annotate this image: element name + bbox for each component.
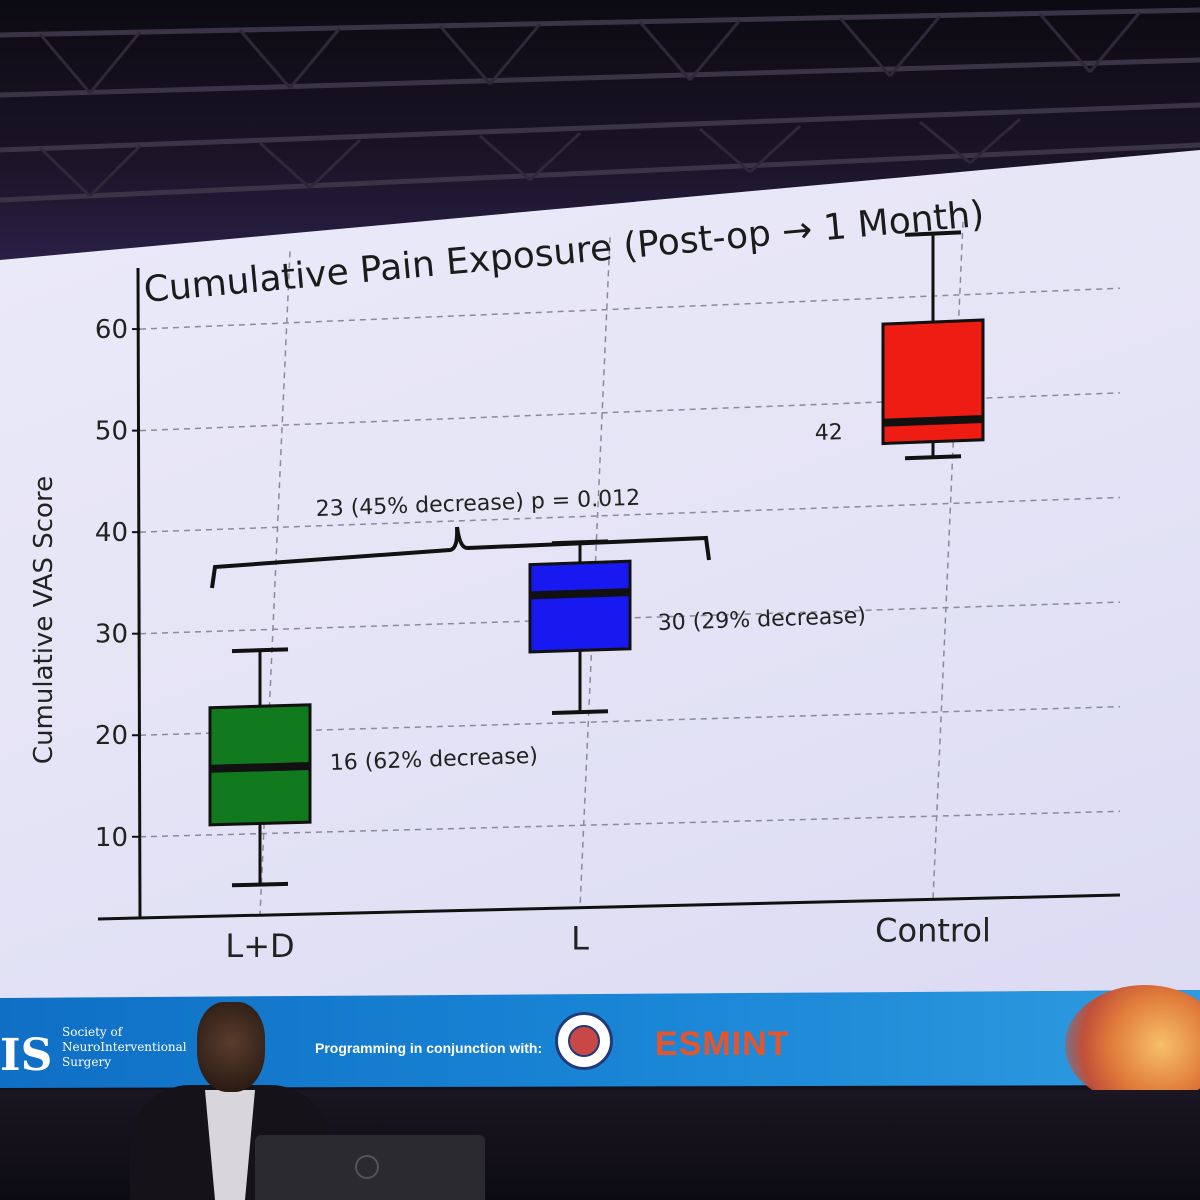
iqr-box: [528, 559, 632, 654]
h-gridline: [139, 705, 1121, 736]
iqr-box: [881, 318, 985, 446]
esmint-logo: ESMINT: [655, 1025, 790, 1063]
whisker-cap-high: [231, 647, 289, 654]
whisker-cap-high: [904, 230, 962, 237]
x-category-labels: L+D L Control: [225, 911, 990, 965]
annotation-control: 42: [814, 420, 843, 446]
y-ticks: 10 20 30 40 50 60: [95, 315, 140, 853]
median-line: [882, 414, 984, 427]
box-ld: [208, 647, 312, 888]
org-line-1: Society of: [62, 1025, 123, 1039]
box-control: [881, 230, 985, 461]
h-gridline: [139, 810, 1121, 838]
lighting-truss: [0, 7, 1200, 203]
laptop: [255, 1135, 485, 1200]
y-tick-label: 40: [95, 518, 128, 548]
boxes: [208, 230, 985, 888]
organization-name: Society of NeuroInterventional Surgery: [62, 1025, 202, 1070]
box-plot-chart: 10 20 30 40 50 60 L+D L Control 16 (62% decreas…: [29, 194, 1121, 965]
y-tick-label: 20: [95, 721, 128, 751]
org-line-2: NeuroInterventional: [62, 1040, 187, 1054]
chart-title: Cumulative Pain Exposure (Post-op → 1 Mo…: [142, 194, 986, 311]
y-tick-label: 30: [95, 620, 128, 650]
y-tick-label: 60: [95, 315, 128, 345]
programming-note: Programming in conjunction with:: [315, 1040, 543, 1056]
bracket-path: [210, 526, 711, 589]
brain-graphic: [1065, 985, 1200, 1105]
box-l: [528, 539, 632, 715]
annotation-ld: 16 (62% decrease): [329, 744, 538, 776]
x-category-label: L+D: [225, 927, 294, 965]
x-category-label: L: [571, 920, 589, 958]
annotation-l: 30 (29% decrease): [657, 604, 866, 636]
snis-logo: IS: [0, 1030, 53, 1081]
partner-seal-logo: [555, 1012, 613, 1070]
y-axis-line: [136, 267, 142, 919]
whisker-cap-low: [231, 881, 289, 888]
x-axis-line: [97, 893, 1121, 921]
median-line: [209, 762, 311, 773]
org-line-3: Surgery: [62, 1055, 111, 1069]
whisker-cap-low: [551, 709, 609, 715]
seal-emblem: [568, 1025, 600, 1057]
x-category-label: Control: [875, 911, 991, 949]
y-axis-title: Cumulative VAS Score: [29, 476, 59, 764]
h-gridline: [139, 496, 1121, 533]
y-tick-label: 50: [95, 417, 128, 447]
h-gridline: [139, 287, 1121, 330]
speaker-head: [197, 1002, 265, 1092]
y-tick-label: 10: [95, 823, 128, 853]
comparison-bracket: 23 (45% decrease) p = 0.012: [210, 486, 711, 589]
median-line: [529, 588, 631, 600]
h-gridline: [139, 601, 1121, 635]
whisker-cap-low: [904, 454, 962, 461]
laptop-logo-icon: [355, 1155, 379, 1179]
